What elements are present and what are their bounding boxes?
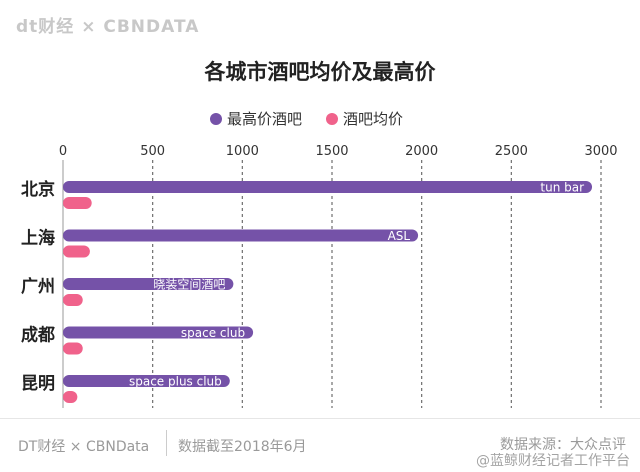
- bar-avg-price: [63, 245, 90, 258]
- bar-label: ASL: [388, 229, 411, 243]
- x-tick-label: 2500: [495, 144, 528, 159]
- legend-swatch-avg-price: [326, 112, 338, 125]
- x-tick-label: 1000: [226, 144, 259, 159]
- x-tick-label: 3000: [584, 144, 617, 159]
- bar-avg-price: [63, 342, 83, 355]
- bar-label: space plus club: [129, 375, 222, 389]
- footer-date-note: 数据截至2018年6月: [178, 439, 307, 455]
- bar-max-price: [63, 181, 593, 193]
- footer-divider: [0, 418, 640, 419]
- bar-avg-price: [63, 294, 83, 306]
- bar-avg-price: [63, 197, 92, 209]
- legend-item-avg-price: 酒吧均价: [326, 108, 403, 129]
- watermark: @蓝鲸财经记者工作平台: [476, 453, 630, 469]
- legend-label-avg-price: 酒吧均价: [343, 110, 404, 128]
- legend-item-max-price: 最高价酒吧: [210, 108, 302, 129]
- x-tick-label: 500: [140, 144, 165, 159]
- chart-title: 各城市酒吧均价及最高价: [204, 60, 436, 84]
- chart-legend: 最高价酒吧 酒吧均价: [0, 108, 640, 130]
- category-label: 广州: [21, 276, 55, 297]
- category-label: 上海: [21, 228, 55, 249]
- bar-max-price: [63, 326, 254, 339]
- x-tick-label: 1500: [315, 144, 348, 159]
- bar-label: tun bar: [540, 181, 584, 195]
- x-tick-label: 2000: [405, 144, 438, 159]
- bar-max-price: [63, 229, 419, 242]
- brand-logo: dt财经 × CBNDATA: [16, 17, 200, 37]
- bar-avg-price: [63, 391, 78, 403]
- bar-label: space club: [181, 326, 245, 340]
- bar-max-price: [63, 278, 234, 290]
- category-label: 北京: [21, 179, 55, 200]
- category-label: 昆明: [21, 374, 55, 394]
- category-label: 成都: [21, 325, 55, 346]
- bar-label: 晓装空间酒吧: [153, 278, 225, 292]
- bar-max-price: [63, 375, 230, 387]
- footer-separator: [166, 430, 167, 456]
- x-tick-label: 0: [59, 144, 67, 159]
- legend-label-max-price: 最高价酒吧: [227, 110, 303, 128]
- legend-swatch-max-price: [210, 112, 222, 125]
- footer-source: 数据来源：大众点评: [500, 437, 626, 453]
- footer-brand: DT财经 × CBNData: [18, 439, 150, 455]
